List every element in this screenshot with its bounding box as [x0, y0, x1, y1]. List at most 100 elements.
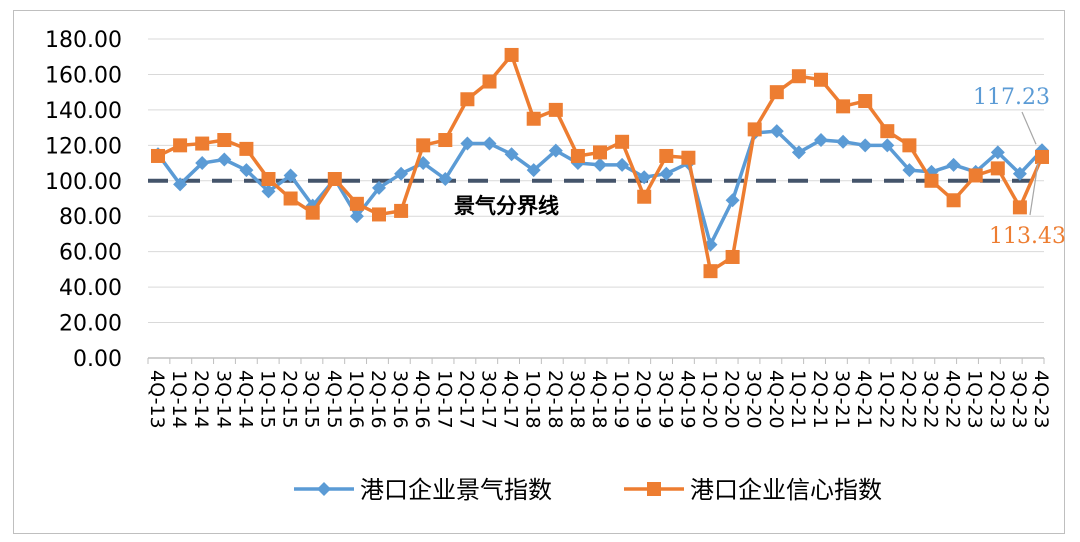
- data-point-square: [195, 136, 210, 151]
- data-point-square: [151, 148, 165, 163]
- data-point-square: [747, 122, 762, 137]
- y-tick-label: 140.00: [45, 99, 122, 124]
- data-point-diamond: [548, 143, 563, 158]
- x-tick-label: 4Q-14: [234, 370, 256, 429]
- data-point-diamond: [372, 180, 386, 195]
- data-point-diamond: [769, 124, 784, 139]
- x-tick-label: 3Q-15: [301, 370, 323, 429]
- data-point-diamond: [593, 157, 607, 172]
- x-tick-label: 3Q-17: [478, 370, 500, 429]
- data-point-diamond: [615, 157, 630, 172]
- data-point-square: [659, 148, 674, 163]
- x-tick-label: 2Q-15: [279, 370, 301, 429]
- data-point-square: [217, 133, 232, 148]
- x-tick-label: 2Q-19: [632, 370, 654, 429]
- reference-line-label: 景气分界线: [454, 194, 559, 218]
- x-tick-label: 2Q-18: [544, 370, 566, 429]
- x-tick-label: 2Q-23: [986, 370, 1008, 429]
- x-tick-label: 4Q-21: [853, 370, 875, 429]
- x-tick-label: 1Q-19: [610, 370, 632, 429]
- data-point-diamond: [173, 177, 188, 192]
- x-tick-label: 3Q-22: [920, 370, 942, 429]
- data-point-diamond: [814, 133, 828, 148]
- data-point-square: [858, 94, 873, 109]
- data-point-diamond: [637, 170, 652, 185]
- data-point-square: [769, 85, 784, 100]
- y-tick-label: 20.00: [59, 312, 122, 337]
- data-point-square: [968, 168, 983, 183]
- data-point-square: [438, 133, 453, 148]
- x-tick-label: 3Q-20: [743, 370, 765, 429]
- x-tick-label: 3Q-18: [566, 370, 588, 429]
- data-point-square: [283, 191, 298, 206]
- x-tick-label: 2Q-17: [455, 370, 477, 429]
- y-tick-label: 160.00: [45, 63, 122, 88]
- data-point-square: [305, 205, 320, 220]
- data-point-square: [460, 92, 475, 107]
- data-point-diamond: [195, 156, 210, 171]
- data-point-diamond: [946, 157, 961, 172]
- data-point-square: [880, 124, 895, 139]
- data-point-square: [615, 134, 630, 149]
- data-point-square: [1012, 200, 1027, 215]
- data-point-diamond: [239, 163, 254, 178]
- x-tick-label: 2Q-22: [897, 370, 919, 429]
- data-point-square: [637, 189, 652, 204]
- x-tick-label: 4Q-22: [942, 370, 964, 429]
- x-tick-label: 2Q-16: [367, 370, 389, 429]
- data-point-diamond: [261, 184, 276, 199]
- x-tick-label: 1Q-20: [699, 370, 721, 429]
- data-point-square: [703, 264, 718, 279]
- data-point-diamond: [217, 152, 232, 167]
- legend-marker-diamond: [317, 482, 331, 496]
- data-point-diamond: [836, 134, 851, 149]
- data-point-square: [570, 148, 585, 163]
- chart-frame: [13, 10, 1065, 534]
- data-point-square: [482, 74, 497, 89]
- x-tick-label: 3Q-19: [654, 370, 676, 429]
- y-tick-label: 0.00: [73, 347, 122, 372]
- x-tick-label: 3Q-16: [389, 370, 411, 429]
- x-tick-label: 2Q-14: [190, 370, 212, 429]
- data-point-square: [327, 172, 342, 187]
- x-tick-label: 1Q-23: [964, 370, 986, 429]
- data-point-diamond: [990, 145, 1005, 160]
- data-point-square: [526, 111, 541, 126]
- y-tick-label: 120.00: [45, 134, 122, 159]
- y-tick-label: 180.00: [45, 28, 122, 53]
- data-point-square: [814, 72, 828, 87]
- x-tick-label: 4Q-20: [765, 370, 787, 429]
- data-point-square: [1035, 149, 1049, 164]
- y-tick-label: 80.00: [59, 205, 122, 230]
- data-point-square: [504, 47, 519, 62]
- data-point-square: [416, 138, 431, 153]
- data-point-diamond: [349, 209, 364, 224]
- callout-leader: [1021, 111, 1037, 145]
- data-point-diamond: [1012, 166, 1027, 181]
- data-point-square: [593, 145, 607, 160]
- data-point-diamond: [858, 138, 873, 153]
- x-tick-label: 3Q-21: [831, 370, 853, 429]
- y-tick-label: 40.00: [59, 276, 122, 301]
- callout-label: 117.23: [973, 85, 1050, 110]
- x-tick-label: 1Q-16: [345, 370, 367, 429]
- data-point-square: [946, 193, 961, 208]
- data-point-square: [990, 161, 1005, 176]
- x-tick-label: 3Q-14: [212, 370, 234, 429]
- data-point-square: [548, 102, 563, 117]
- data-point-diamond: [526, 163, 541, 178]
- data-point-square: [261, 172, 276, 187]
- data-point-square: [924, 173, 939, 188]
- x-tick-label: 4Q-17: [500, 370, 522, 429]
- data-point-square: [394, 203, 409, 218]
- callout-label: 113.43: [989, 224, 1066, 249]
- data-point-diamond: [438, 172, 453, 187]
- data-point-square: [372, 207, 386, 222]
- x-tick-label: 3Q-23: [1008, 370, 1030, 429]
- x-tick-label: 2Q-20: [721, 370, 743, 429]
- data-point-diamond: [394, 166, 409, 181]
- data-point-diamond: [791, 145, 806, 160]
- data-point-diamond: [725, 193, 740, 208]
- data-point-diamond: [482, 136, 497, 151]
